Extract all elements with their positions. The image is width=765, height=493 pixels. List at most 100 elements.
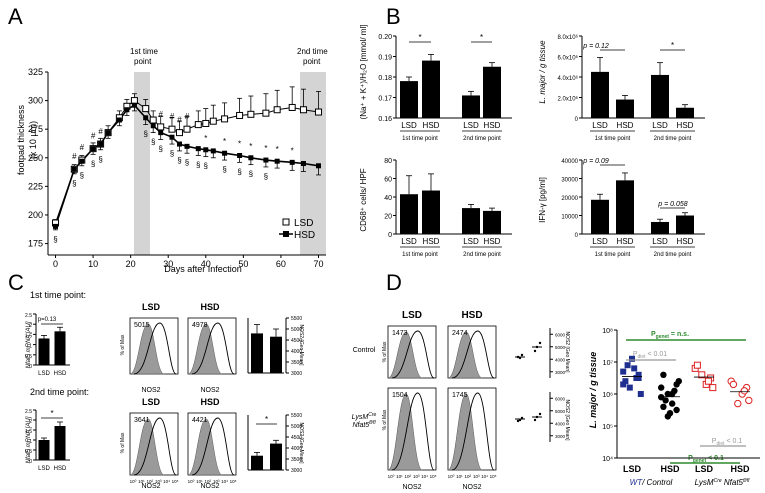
a-star-mark: *	[204, 134, 207, 143]
a-y-tick-label: 175	[28, 239, 43, 249]
d-lsd-ko-hist-tick: 10²	[405, 474, 412, 479]
panel-letter-c: C	[8, 270, 24, 295]
d-point-ko-hsd	[745, 396, 753, 405]
a-hash-mark: #	[91, 132, 96, 141]
b2-y-tick-label: 6.0x10⁶	[558, 55, 579, 62]
c-ylabel-2: Nfat5 mRNA [AU]	[26, 416, 32, 463]
d-hsd-ko-hist-tick: 10⁴	[481, 474, 488, 479]
d-point-wt-lsd	[631, 365, 638, 372]
d-small-tick-label: 3000	[555, 434, 566, 439]
d-point-wt-hsd	[660, 371, 667, 378]
a-section-mark: §	[185, 158, 189, 167]
legend-lsd: LSD	[294, 218, 313, 229]
d-point-ko-lsd	[709, 384, 717, 392]
d-hsd-ctrl-geo-mean: 2474	[452, 330, 468, 337]
b2-bar-hsd	[676, 107, 694, 118]
c2-cat-label: HSD	[54, 466, 67, 472]
a-section-mark: §	[222, 165, 226, 174]
d-point-wt-hsd	[658, 384, 665, 391]
c-lsd1-nos2-hist	[133, 322, 177, 375]
c2-cat-label: LSD	[38, 466, 50, 472]
d-point-wt-hsd	[658, 394, 665, 401]
c2-sig-star: *	[50, 409, 53, 418]
c-hsd1-nos2-hist	[191, 322, 235, 375]
a-star-mark: *	[276, 145, 279, 154]
d-scatter-tick-label: 10⁴	[602, 456, 613, 463]
a-section-mark: §	[177, 156, 181, 165]
c-hsd2-geo-mean: 4421	[192, 417, 208, 424]
a-hash-mark: #	[80, 143, 85, 152]
a-section-mark: §	[249, 170, 253, 179]
a-point-lsd	[273, 106, 281, 114]
b4-y-tick-label: 10000	[561, 215, 578, 221]
d-lsd-ko-hist-tick: 10³	[413, 474, 420, 479]
a-hash-mark: #	[72, 152, 77, 161]
d-small-point	[533, 418, 537, 422]
c-ylabel-1: Nfat5 mRNA [AU]	[26, 321, 32, 368]
c-tp2-title: 2nd time point:	[30, 387, 89, 397]
c-xlabel-2b: NOS2	[200, 483, 219, 490]
d-xlabel-b: NOS2	[462, 484, 481, 491]
b2-ylabel: L. major / g tissue	[538, 40, 547, 104]
c-right-tick-label: 4500	[291, 338, 302, 344]
c-hsd2-isotype-hist	[187, 418, 223, 476]
b4-cat-label: LSD	[652, 237, 668, 246]
b1-bar-hsd	[483, 66, 501, 118]
c-hist-ylabel-2: % of Max	[120, 432, 126, 453]
b3-group-label: 1st time point	[402, 252, 438, 258]
c-right-tick-label: 4000	[291, 349, 302, 355]
a-point-hsd	[158, 130, 164, 136]
a-point-hsd	[289, 159, 295, 165]
b3-y-tick-label: 60	[384, 177, 392, 184]
d-small-point	[520, 353, 524, 357]
d-lsd-ctrl-geo-mean: 1473	[392, 330, 408, 337]
c-col-hsd-2: HSD	[200, 397, 220, 407]
c-xlabel-1a: NOS2	[141, 387, 160, 394]
c4-bar-lsd	[251, 455, 263, 470]
b3-y-tick-label: 40	[384, 195, 392, 202]
d-group-wt-lsd: LSD	[623, 464, 642, 474]
b2-y-tick-label: 2.0x10⁶	[558, 96, 579, 103]
b4-group-label: 1st time point	[595, 252, 631, 258]
d-group-ko-hsd: HSD	[730, 464, 750, 474]
d-point-wt-hsd	[673, 406, 680, 414]
d-scatter-tick-label: 10⁸	[602, 328, 613, 335]
c-hsd2-hist-tick: 10⁴	[221, 479, 228, 484]
b4-cat-label: HSD	[677, 237, 694, 246]
a-point-lsd	[142, 105, 150, 113]
c2-y-tick-label: 2.5	[25, 409, 32, 415]
a-x-tick-label: 60	[276, 259, 286, 269]
a-section-mark: §	[151, 138, 155, 147]
a-section-mark: §	[204, 162, 208, 171]
a-section-mark: §	[53, 235, 57, 244]
d-point-wt-hsd	[662, 397, 669, 404]
d-small-point	[538, 341, 542, 345]
c-hsd1-geo-mean: 4978	[192, 322, 208, 329]
d-point-ko-hsd	[734, 399, 742, 408]
d-col-lsd: LSD	[402, 310, 422, 321]
a-hash-mark: #	[185, 112, 190, 121]
c2-y-tick-label: 0	[29, 459, 32, 465]
c2-y-tick-label: 2	[29, 419, 32, 425]
b1-sig-star: *	[418, 33, 421, 42]
d-lsd-ko-hist-tick: 10⁰	[388, 474, 395, 479]
d-lsd-ko-hist-tick: 10⁵	[430, 474, 437, 479]
d-small-tick-label: 5000	[555, 409, 566, 414]
a-point-lsd	[236, 111, 244, 119]
b3-cat-label: LSD	[401, 237, 417, 246]
a-point-hsd	[263, 157, 269, 163]
c1-cat-label: HSD	[54, 371, 67, 377]
c-right-tick-label: 5500	[291, 413, 302, 419]
d-hsd-ko-nos2-hist	[451, 392, 495, 471]
a-point-lsd	[157, 123, 165, 131]
d-point-wt-hsd	[660, 403, 667, 410]
c-hsd2-hist-tick: 10⁰	[188, 479, 195, 484]
legend-hsd-marker	[283, 231, 289, 237]
c4-sig-star: *	[265, 415, 268, 424]
b2-cat-label: HSD	[677, 121, 694, 130]
a-hash-mark: #	[98, 127, 103, 136]
b1-cat-label: HSD	[423, 121, 440, 130]
a-star-mark: *	[291, 146, 294, 155]
d-small-tick-label: 6000	[555, 396, 566, 401]
